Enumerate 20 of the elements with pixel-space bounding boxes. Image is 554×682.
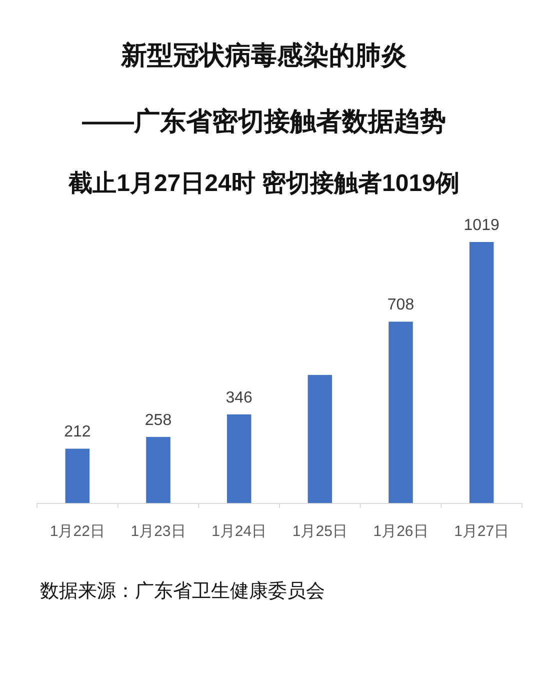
bar bbox=[226, 414, 252, 503]
x-tick-label: 1月22日 bbox=[50, 523, 105, 540]
bar bbox=[65, 448, 90, 503]
x-tick-label: 1月27日 bbox=[454, 523, 510, 540]
data-label: 258 bbox=[144, 412, 172, 429]
bar bbox=[469, 242, 494, 503]
x-tick-label: 1月25日 bbox=[292, 523, 348, 540]
x-tick-label: 1月23日 bbox=[130, 523, 186, 540]
bar bbox=[146, 436, 170, 503]
data-label: 212 bbox=[64, 424, 91, 441]
x-tick-label: 1月26日 bbox=[373, 523, 428, 540]
x-tick-label: 1月24日 bbox=[212, 523, 267, 540]
chart-subtitle: 截止1月27日24时 密切接触者1019例 bbox=[68, 170, 460, 197]
data-label: 1019 bbox=[464, 217, 500, 234]
data-label: 708 bbox=[387, 296, 414, 314]
bar bbox=[388, 322, 413, 503]
data-label: 346 bbox=[226, 389, 253, 406]
source-note: 数据来源：广东省卫生健康委员会 bbox=[40, 580, 325, 602]
bar bbox=[308, 374, 332, 503]
chart-title: 新型冠状病毒感染的肺炎 ——广东省密切接触者数据趋势 bbox=[82, 40, 446, 136]
